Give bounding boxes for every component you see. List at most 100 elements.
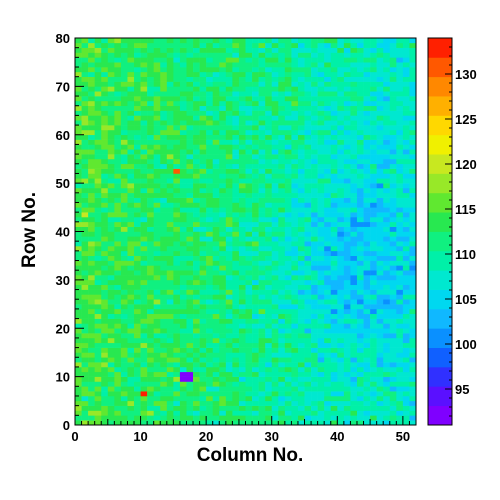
heatmap-cell [238,158,246,165]
heatmap-cell [252,352,259,358]
heatmap-cell [81,192,89,198]
heatmap-cell [409,284,417,290]
heatmap-cell [81,260,89,266]
heatmap-cell [193,183,200,189]
heatmap-cell [317,313,325,319]
heatmap-cell [258,405,266,411]
heatmap-cell [297,57,305,63]
heatmap-cell [402,86,410,92]
heatmap-cell [173,371,181,377]
heatmap-cell [206,236,214,242]
heatmap-cell [363,366,371,373]
heatmap-cell [232,42,240,48]
heatmap-cell [278,134,286,140]
heatmap-cell [206,158,214,165]
heatmap-cell [278,62,286,68]
heatmap-cell [343,313,351,319]
heatmap-cell [107,144,115,150]
heatmap-cell [343,110,351,116]
heatmap-cell [166,187,174,194]
heatmap-cell [258,105,266,111]
heatmap-cell [278,366,286,373]
heatmap-cell [370,328,377,334]
heatmap-cell [317,410,325,416]
heatmap-cell [245,76,253,82]
heatmap-cell [160,313,168,319]
heatmap-cell [166,275,174,281]
heatmap-cell [337,328,345,334]
heatmap-cell [173,168,181,174]
heatmap-cell [127,192,135,198]
heatmap-cell [317,236,325,242]
heatmap-cell [265,47,273,53]
colorbar-tick-label: 125 [455,112,477,127]
heatmap-cell [350,337,358,344]
heatmap-cell [75,192,82,198]
heatmap-cell [376,149,384,155]
heatmap-cell [402,187,410,194]
heatmap-cell [258,173,266,179]
heatmap-cell [101,289,109,295]
heatmap-cell [94,323,102,329]
heatmap-cell [356,376,364,382]
heatmap-cell [265,192,273,198]
heatmap-cell [225,52,233,58]
heatmap-cell [291,115,299,121]
heatmap-cell [127,52,135,58]
heatmap-cell [356,86,364,92]
heatmap-cell [206,178,214,184]
heatmap-cell [75,120,82,126]
heatmap-cell [389,284,397,290]
heatmap-cell [370,420,377,426]
heatmap-cell [140,342,148,348]
heatmap-cell [140,289,148,295]
heatmap-cell [376,163,384,169]
heatmap-cell [252,57,259,63]
heatmap-cell [284,366,292,373]
heatmap-cell [356,212,364,218]
heatmap-cell [376,371,384,377]
heatmap-cell [330,304,338,310]
heatmap-cell [160,366,168,373]
heatmap-cell [114,207,122,213]
heatmap-cell [238,386,246,392]
heatmap-cell [383,76,391,82]
heatmap-cell [173,96,181,102]
heatmap-cell [304,231,312,237]
heatmap-cell [363,129,371,136]
heatmap-cell [81,362,89,368]
heatmap-cell [311,221,318,227]
heatmap-cell [186,226,194,232]
heatmap-cell [330,76,338,82]
heatmap-cell [101,144,109,150]
heatmap-cell [396,236,404,242]
heatmap-cell [153,376,161,382]
heatmap-cell [199,313,207,319]
heatmap-cell [278,308,286,315]
heatmap-cell [402,289,410,295]
heatmap-cell [107,352,115,358]
heatmap-cell [324,347,332,353]
heatmap-cell [311,57,318,63]
heatmap-cell [134,221,141,227]
heatmap-cell [75,420,82,426]
heatmap-cell [199,221,207,227]
heatmap-cell [389,115,397,121]
heatmap-cell [278,371,286,377]
heatmap-cell [271,279,279,286]
heatmap-cell [81,62,89,68]
heatmap-cell [219,241,227,247]
heatmap-cell [238,294,246,300]
heatmap-cell [81,173,89,179]
heatmap-cell [186,115,194,121]
heatmap-cell [304,163,312,169]
heatmap-cell [389,275,397,281]
heatmap-cell [107,231,115,237]
heatmap-cell [193,362,200,368]
heatmap-cell [120,304,128,310]
heatmap-cell [317,275,325,281]
heatmap-cell [153,96,161,102]
heatmap-cell [291,231,299,237]
heatmap-cell [101,308,109,315]
heatmap-cell [297,144,305,150]
